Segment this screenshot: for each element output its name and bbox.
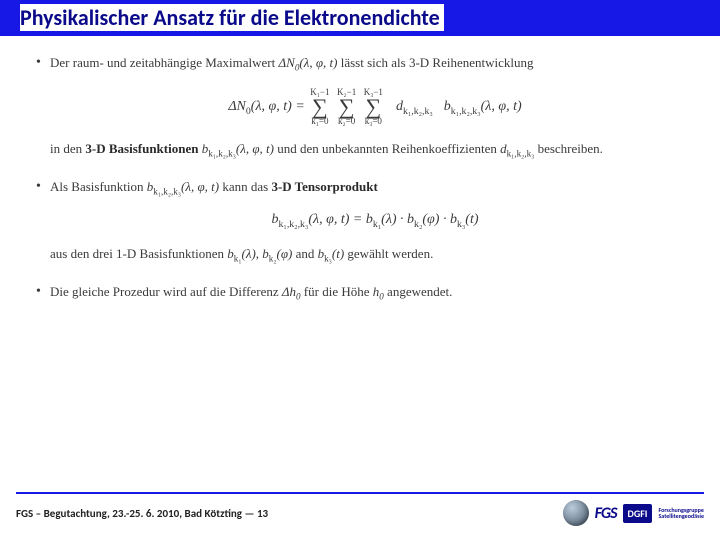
fgs-logo: FGS — [595, 504, 617, 523]
sigma-icon: ∑ — [364, 97, 383, 117]
sub: k₁,k₂,k₃ — [153, 186, 181, 196]
footer-logos: FGS DGFI Forschungsgruppe Satellitengeod… — [563, 500, 704, 526]
text: gewählt werden. — [344, 246, 433, 261]
text: and — [292, 246, 317, 261]
sub: k₁ — [373, 219, 381, 230]
sum-2: K₂−1 ∑ k₂=0 — [337, 88, 356, 126]
eq-part: (φ) · — [422, 212, 450, 227]
footer-left: FGS – Begutachtung, 23.-25. 6. 2010, Bad… — [16, 507, 268, 520]
text: in den — [50, 141, 85, 156]
math-dN0: ΔN0(λ, φ, t) — [279, 55, 338, 70]
term-basis: 3-D Basisfunktionen — [85, 141, 198, 156]
text: angewendet. — [384, 284, 453, 299]
text: aus den drei 1-D Basisfunktionen — [50, 246, 227, 261]
sum-1: K₁−1 ∑ k₁=0 — [310, 88, 329, 126]
dgfi-subtitle: Forschungsgruppe Satellitengeodäsie — [658, 507, 704, 519]
footer: FGS – Begutachtung, 23.-25. 6. 2010, Bad… — [16, 500, 704, 526]
math-args: (λ, φ, t) — [481, 99, 522, 114]
footer-divider — [16, 492, 704, 494]
eq-part: (λ) · — [381, 212, 407, 227]
bullet-2: • Als Basisfunktion bk₁,k₂,k₃(λ, φ, t) k… — [36, 178, 700, 266]
sigma-icon: ∑ — [310, 97, 329, 117]
globe-icon — [563, 500, 589, 526]
eq-part: (λ, φ, t) = — [308, 212, 365, 227]
sub: k₁ — [234, 254, 242, 264]
text: kann das — [219, 179, 271, 194]
eq-part: (λ, φ, t) = — [251, 99, 308, 114]
dgfi-sub2: Satellitengeodäsie — [658, 513, 704, 519]
bullet-3: • Die gleiche Prozedur wird auf die Diff… — [36, 283, 700, 303]
term-tensor: 3-D Tensorprodukt — [271, 179, 377, 194]
sub: k₁,k₂,k₃ — [507, 148, 535, 158]
bullet-1: • Der raum- und zeitabhängige Maximalwer… — [36, 54, 700, 160]
text: lässt sich als 3-D Reihenentwicklung — [337, 55, 533, 70]
sub: k₂ — [269, 254, 277, 264]
bullet-dot: • — [36, 283, 50, 303]
text: Die gleiche Prozedur wird auf die Differ… — [50, 284, 282, 299]
sub: k₁,k₂,k₃ — [451, 106, 481, 117]
bullet-dot: • — [36, 178, 50, 266]
math-args: (λ, φ, t) — [181, 179, 219, 194]
slide-content: • Der raum- und zeitabhängige Maximalwer… — [36, 48, 700, 480]
sub: k₁,k₂,k₃ — [279, 219, 309, 230]
sum-bot: k₂=0 — [337, 117, 356, 126]
sub: k₁,k₂,k₃ — [208, 148, 236, 158]
bullet-body: Als Basisfunktion bk₁,k₂,k₃(λ, φ, t) kan… — [50, 178, 700, 266]
sum-bot: k₁=0 — [310, 117, 329, 126]
slide-title: Physikalischer Ansatz für die Elektronen… — [20, 4, 444, 31]
footer-sep: — — [242, 507, 257, 520]
sigma-icon: ∑ — [337, 97, 356, 117]
math-d: d — [396, 99, 403, 114]
math-dh0: Δh0 — [282, 284, 301, 299]
text: für die Höhe — [301, 284, 373, 299]
text: und den unbekannten Reihenkoeffizienten — [277, 141, 500, 156]
math-h0: h0 — [373, 284, 384, 299]
text: Der raum- und zeitabhängige Maximalwert — [50, 55, 279, 70]
dgfi-logo: DGFI — [623, 504, 653, 523]
equation-2: bk₁,k₂,k₃(λ, φ, t) = bk₁(λ) · bk₂(φ) · b… — [50, 211, 700, 231]
bullet-dot: • — [36, 54, 50, 160]
eq-part: (t) — [465, 212, 478, 227]
text: Als Basisfunktion — [50, 179, 147, 194]
footer-text: FGS – Begutachtung, 23.-25. 6. 2010, Bad… — [16, 507, 242, 520]
bullet-body: Der raum- und zeitabhängige Maximalwert … — [50, 54, 700, 160]
page-number: 13 — [257, 507, 268, 520]
bullet-body: Die gleiche Prozedur wird auf die Differ… — [50, 283, 700, 303]
math-args: (λ, φ, t) — [236, 141, 274, 156]
sub: k₃ — [324, 254, 332, 264]
sum-3: K₃−1 ∑ k₃=0 — [364, 88, 383, 126]
sum-bot: k₃=0 — [364, 117, 383, 126]
sub: k₁,k₂,k₃ — [403, 106, 433, 117]
text: beschreiben. — [534, 141, 603, 156]
equation-1: ΔN0(λ, φ, t) = K₁−1 ∑ k₁=0 K₂−1 ∑ k₂=0 K… — [50, 88, 700, 126]
math-b: b — [444, 99, 451, 114]
